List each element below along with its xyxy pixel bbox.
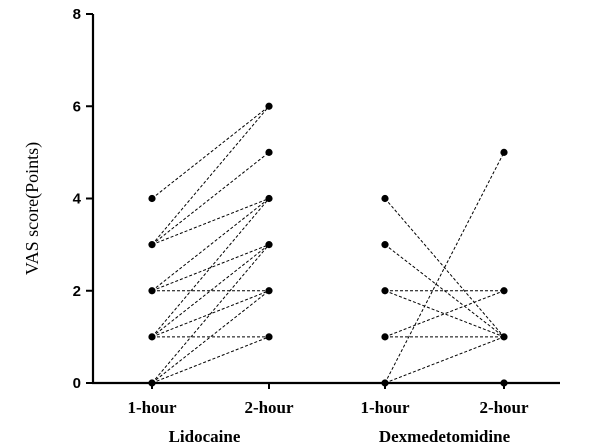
y-tick-label: 4 bbox=[73, 191, 82, 208]
data-point bbox=[265, 102, 273, 110]
data-point bbox=[381, 241, 389, 249]
data-point bbox=[148, 194, 156, 203]
paired-lines-layer bbox=[151, 105, 505, 384]
data-point bbox=[148, 287, 156, 295]
data-points-layer bbox=[148, 102, 508, 387]
data-point bbox=[148, 333, 156, 341]
data-point bbox=[265, 241, 273, 249]
paired-line bbox=[384, 290, 505, 338]
paired-line bbox=[151, 244, 270, 384]
paired-line bbox=[151, 105, 270, 245]
x-category-label: 2-hour bbox=[479, 398, 529, 417]
paired-line bbox=[384, 152, 505, 384]
paired-line bbox=[384, 198, 505, 338]
data-point bbox=[500, 148, 508, 156]
paired-line bbox=[384, 290, 505, 338]
y-tick-label: 8 bbox=[73, 6, 81, 23]
data-point bbox=[265, 333, 273, 341]
paired-line bbox=[151, 151, 270, 246]
data-point bbox=[265, 194, 273, 203]
paired-line bbox=[151, 198, 270, 292]
group-label: Lidocaine bbox=[169, 427, 241, 446]
x-category-label: 1-hour bbox=[360, 398, 410, 417]
data-point bbox=[265, 287, 273, 295]
y-tick-label: 2 bbox=[73, 283, 81, 300]
data-point bbox=[381, 287, 389, 295]
y-tick-label: 0 bbox=[73, 375, 81, 392]
x-category-label: 2-hour bbox=[244, 398, 294, 417]
y-axis-title: VAS score(Points) bbox=[22, 142, 43, 275]
paired-line bbox=[151, 198, 270, 246]
data-point bbox=[381, 194, 389, 203]
data-point bbox=[500, 287, 508, 295]
y-tick-label: 6 bbox=[73, 98, 81, 115]
axes-layer bbox=[86, 13, 560, 389]
data-point bbox=[381, 333, 389, 341]
paired-line bbox=[151, 244, 270, 292]
data-point bbox=[265, 148, 273, 156]
paired-line bbox=[151, 105, 270, 199]
x-category-label: 1-hour bbox=[127, 398, 177, 417]
paired-line bbox=[384, 336, 505, 384]
paired-line bbox=[384, 244, 505, 338]
data-point bbox=[148, 241, 156, 249]
group-label: Dexmedetomidine bbox=[379, 427, 511, 446]
paired-line bbox=[151, 336, 270, 384]
data-point bbox=[500, 333, 508, 341]
